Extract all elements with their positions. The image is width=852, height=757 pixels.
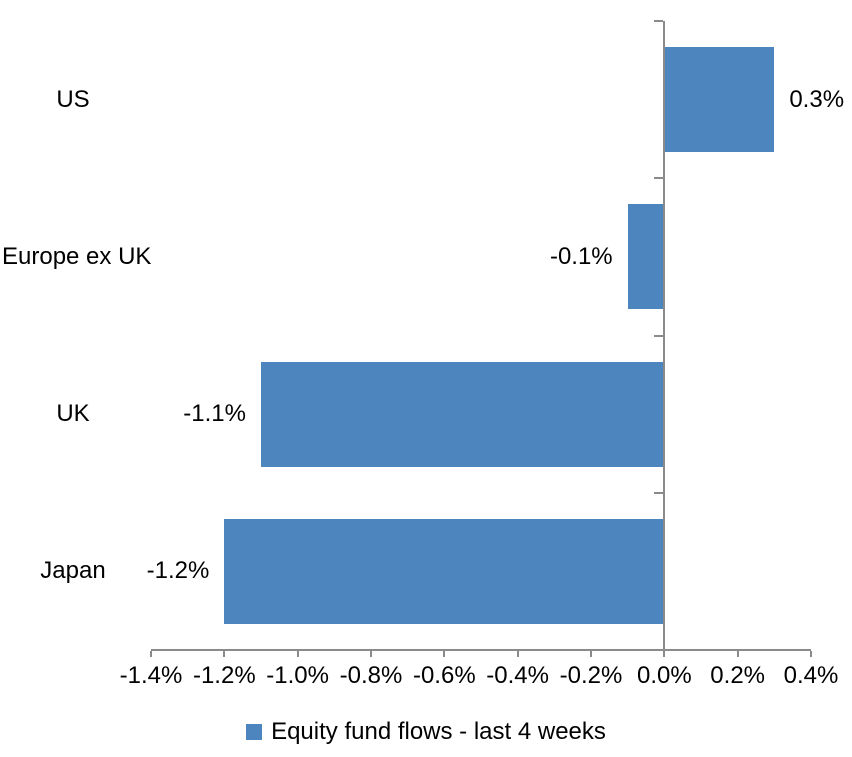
x-tick-label: -0.6%: [412, 662, 476, 689]
y-axis-line: [663, 21, 665, 657]
bar-us: [664, 47, 775, 153]
x-tick: [150, 651, 152, 657]
x-tick-label: 0.2%: [710, 662, 765, 689]
x-tick: [737, 651, 739, 657]
y-tick: [654, 335, 663, 337]
bar-japan: [224, 518, 665, 624]
x-tick-label: -1.0%: [266, 662, 329, 689]
x-tick-label: -0.8%: [339, 662, 403, 689]
x-tick: [443, 651, 445, 657]
x-tick: [297, 651, 299, 657]
x-tick: [370, 651, 372, 657]
y-tick: [654, 492, 663, 494]
bar-europe-ex-uk: [627, 204, 665, 310]
x-tick: [590, 651, 592, 657]
category-label: US: [56, 85, 90, 113]
category-label: Japan: [40, 557, 106, 585]
legend-swatch-icon: [246, 724, 263, 740]
x-tick-label: -1.2%: [192, 662, 256, 689]
value-label: -0.1%: [549, 242, 613, 270]
x-tick-label: 0.0%: [636, 662, 692, 689]
x-axis-line: [151, 649, 811, 651]
legend: Equity fund flows - last 4 weeks: [0, 715, 852, 749]
value-label: -1.2%: [146, 557, 210, 585]
category-label: Europe ex UK: [2, 242, 152, 270]
x-tick: [223, 651, 225, 657]
x-tick: [517, 651, 519, 657]
value-label: 0.3%: [789, 85, 845, 113]
x-tick-label: -1.4%: [119, 662, 183, 689]
legend-label: Equity fund flows - last 4 weeks: [271, 718, 606, 745]
x-tick-label: 0.4%: [783, 662, 839, 689]
x-tick-label: -0.4%: [486, 662, 549, 689]
y-tick: [654, 20, 663, 22]
x-tick-label: -0.2%: [559, 662, 623, 689]
y-tick: [654, 177, 663, 179]
value-label: -1.1%: [183, 400, 246, 428]
y-tick: [654, 649, 663, 651]
category-label: UK: [56, 400, 90, 428]
bar-uk: [261, 361, 665, 467]
x-tick: [663, 651, 665, 657]
x-tick: [810, 651, 812, 657]
